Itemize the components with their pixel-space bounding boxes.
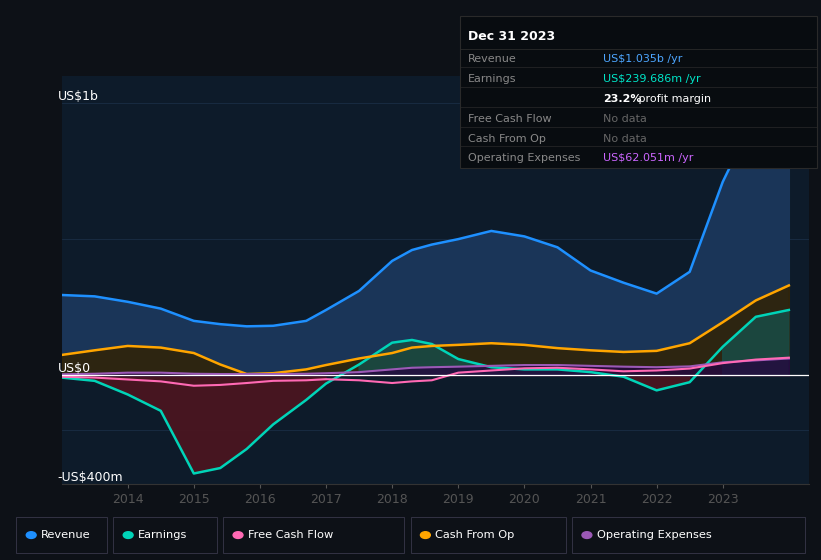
Text: Operating Expenses: Operating Expenses <box>468 153 580 164</box>
Text: US$0: US$0 <box>57 362 91 375</box>
Text: Revenue: Revenue <box>41 530 90 540</box>
Text: Cash From Op: Cash From Op <box>468 133 546 143</box>
Text: US$1b: US$1b <box>57 90 99 103</box>
Text: No data: No data <box>603 114 647 124</box>
Text: Earnings: Earnings <box>468 74 516 84</box>
Text: Free Cash Flow: Free Cash Flow <box>248 530 333 540</box>
Text: 23.2%: 23.2% <box>603 94 642 104</box>
Text: profit margin: profit margin <box>635 94 711 104</box>
Text: Earnings: Earnings <box>138 530 187 540</box>
Text: No data: No data <box>603 133 647 143</box>
Text: Free Cash Flow: Free Cash Flow <box>468 114 552 124</box>
Text: Cash From Op: Cash From Op <box>435 530 515 540</box>
Text: Dec 31 2023: Dec 31 2023 <box>468 30 555 44</box>
Text: -US$400m: -US$400m <box>57 472 123 484</box>
Text: US$1.035b /yr: US$1.035b /yr <box>603 54 683 64</box>
Text: US$239.686m /yr: US$239.686m /yr <box>603 74 701 84</box>
Text: US$62.051m /yr: US$62.051m /yr <box>603 153 694 164</box>
Text: Operating Expenses: Operating Expenses <box>597 530 712 540</box>
Text: Revenue: Revenue <box>468 54 516 64</box>
